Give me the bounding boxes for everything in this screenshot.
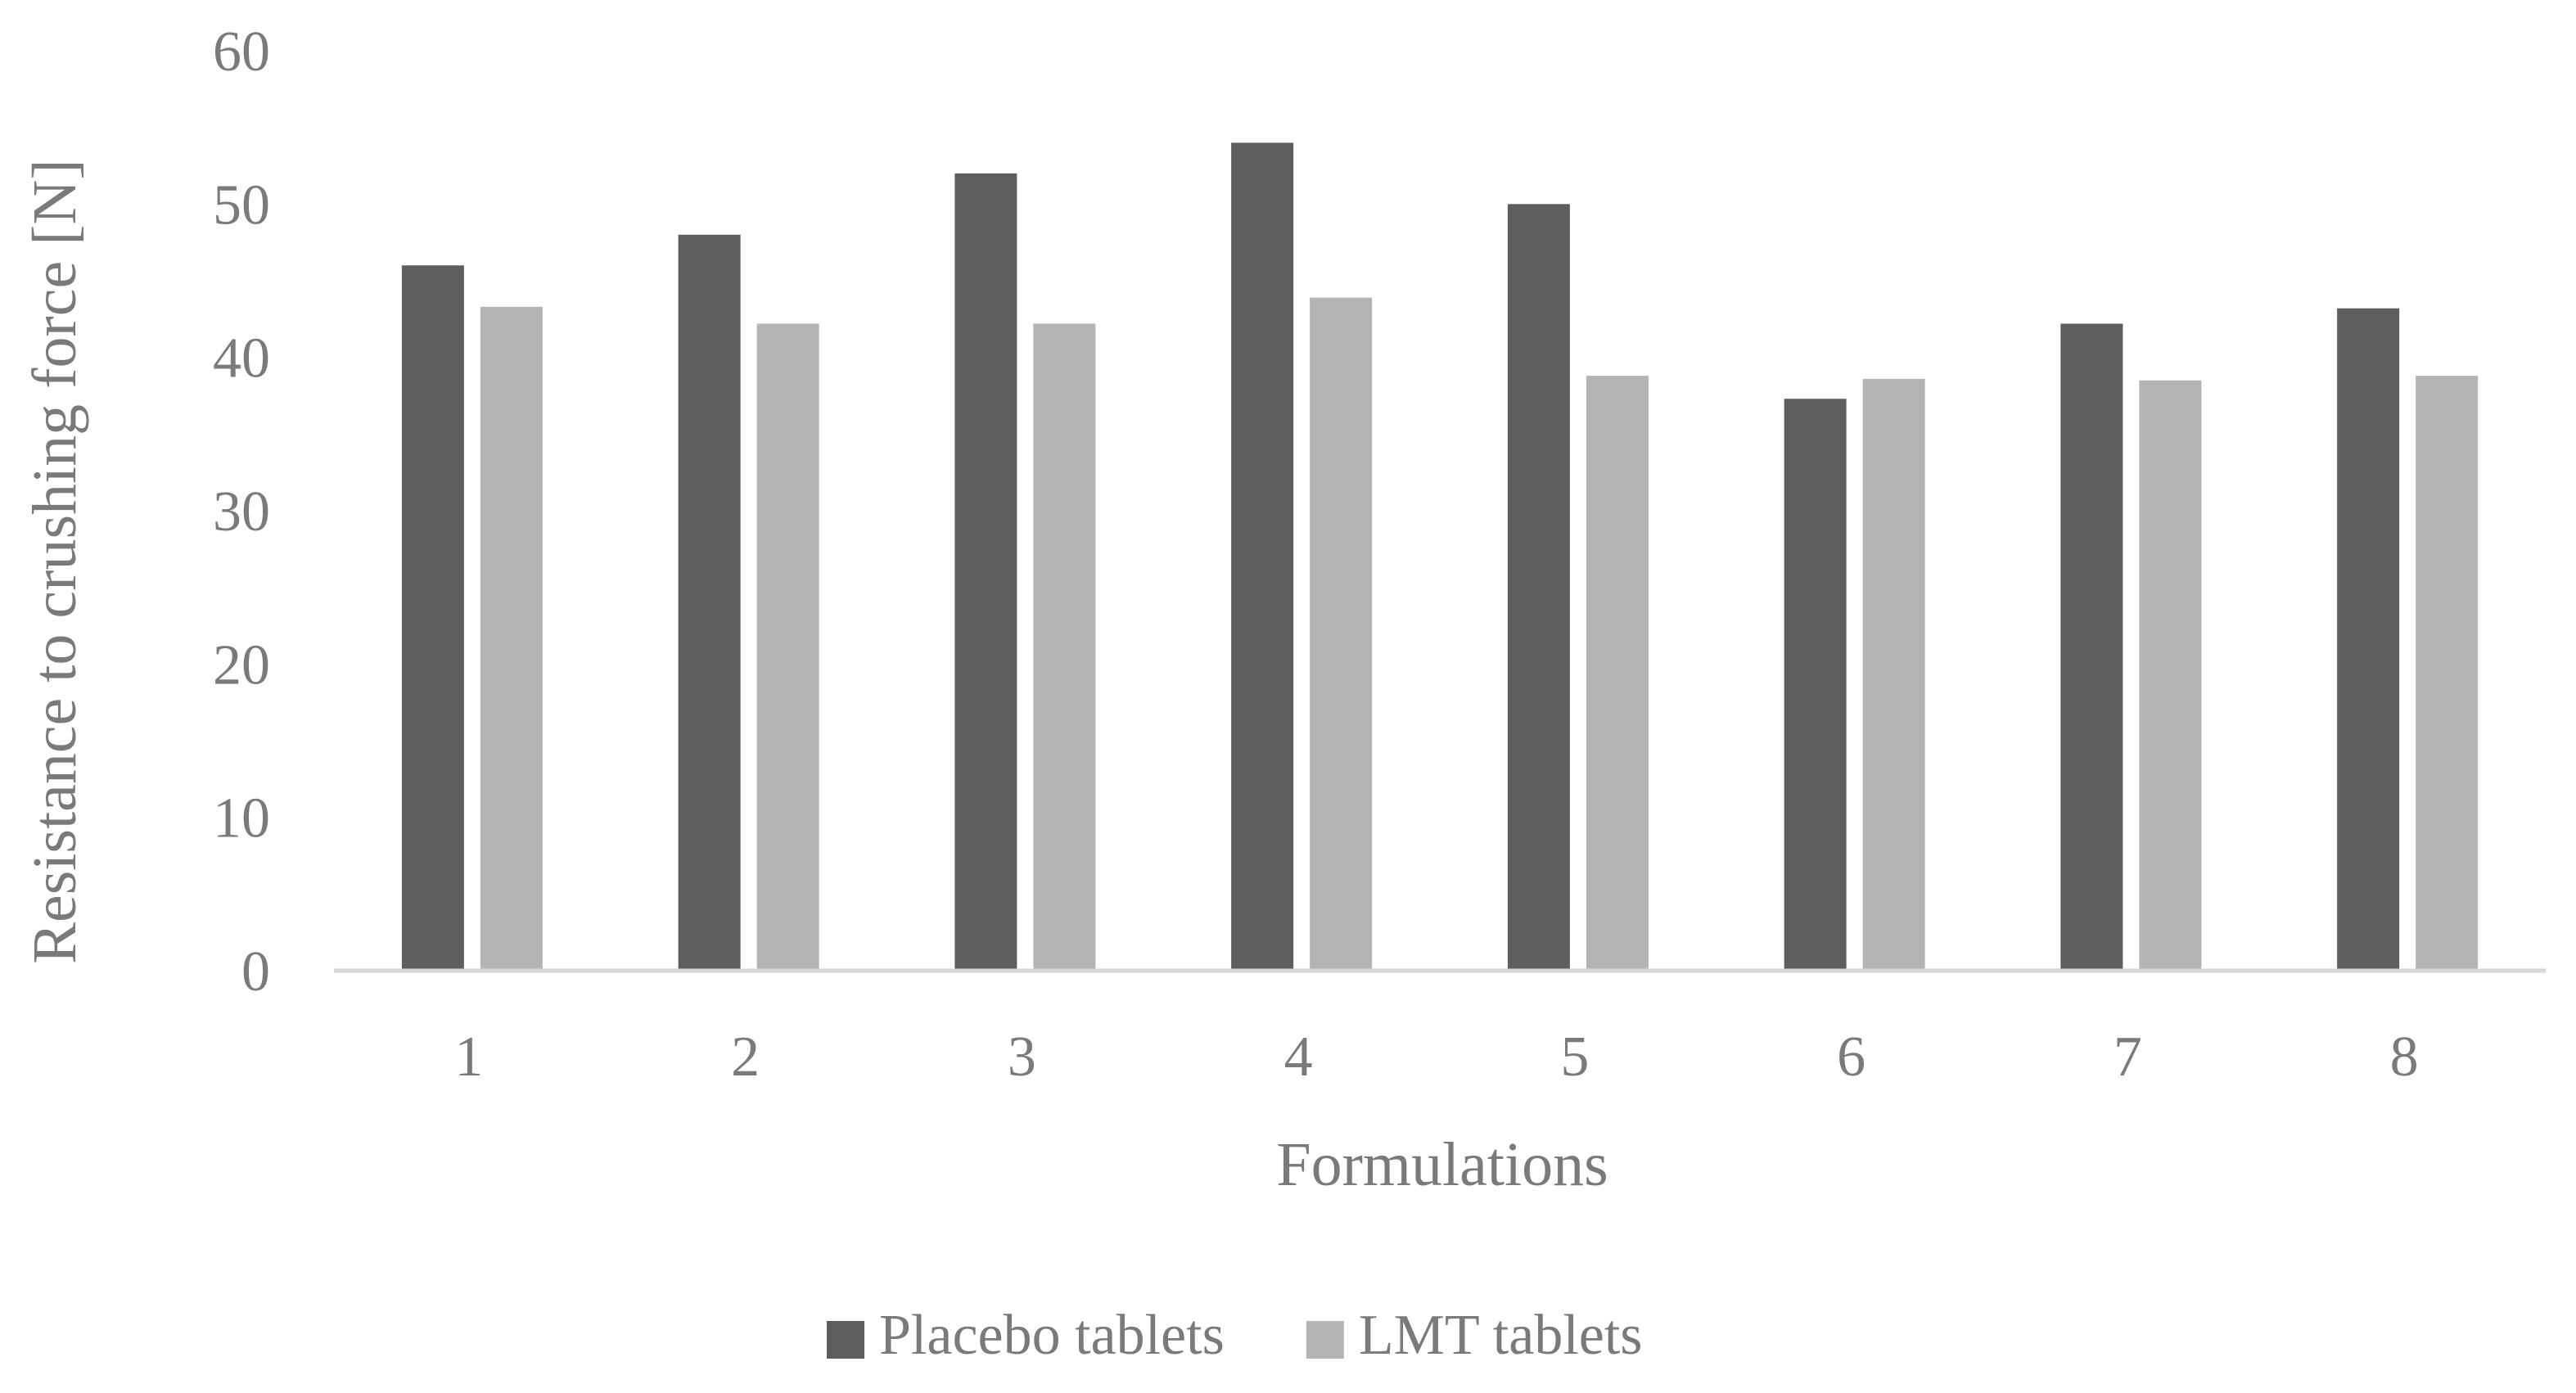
legend-label-lmt: LMT tablets [1359, 1304, 1643, 1367]
x-tick-label: 7 [2114, 1026, 2142, 1089]
y-tick-label: 50 [213, 174, 270, 237]
bar-placebo-6 [1784, 399, 1847, 971]
y-tick-labels: 0 10 20 30 40 50 60 [213, 20, 270, 1003]
x-axis-title: Formulations [1276, 1130, 1608, 1199]
bar-lmt-6 [1862, 378, 1925, 971]
bar-placebo-8 [2337, 308, 2400, 971]
legend: Placebo tablets LMT tablets [827, 1304, 1643, 1367]
bar-lmt-8 [2416, 376, 2479, 971]
bars-layer [401, 142, 2479, 971]
x-tick-label: 3 [1008, 1026, 1036, 1089]
bar-lmt-5 [1586, 376, 1649, 971]
bar-lmt-3 [1033, 323, 1096, 971]
y-tick-label: 40 [213, 327, 270, 390]
y-tick-label: 10 [213, 787, 270, 850]
bar-placebo-4 [1231, 142, 1294, 971]
y-tick-label: 20 [213, 633, 270, 696]
x-tick-labels: 1 2 3 4 5 6 7 8 [454, 1026, 2418, 1089]
bar-placebo-3 [954, 173, 1017, 971]
x-tick-label: 2 [731, 1026, 760, 1089]
bar-lmt-7 [2139, 380, 2202, 971]
bar-lmt-2 [756, 323, 819, 971]
legend-swatch-lmt [1306, 1321, 1344, 1359]
bar-placebo-7 [2060, 323, 2123, 971]
bar-lmt-4 [1310, 297, 1373, 971]
y-axis-title: Resistance to crushing force [N] [20, 159, 89, 963]
bar-placebo-2 [678, 234, 741, 971]
y-tick-label: 30 [213, 480, 270, 543]
legend-label-placebo: Placebo tablets [879, 1304, 1225, 1367]
y-tick-label: 60 [213, 20, 270, 83]
x-tick-label: 8 [2390, 1026, 2419, 1089]
bar-lmt-1 [480, 306, 543, 971]
x-tick-label: 5 [1560, 1026, 1589, 1089]
x-tick-label: 4 [1284, 1026, 1313, 1089]
y-tick-label: 0 [241, 940, 270, 1003]
bar-placebo-5 [1507, 204, 1570, 971]
legend-swatch-placebo [827, 1321, 864, 1359]
x-tick-label: 6 [1837, 1026, 1865, 1089]
bar-placebo-1 [401, 265, 464, 971]
x-tick-label: 1 [454, 1026, 483, 1089]
